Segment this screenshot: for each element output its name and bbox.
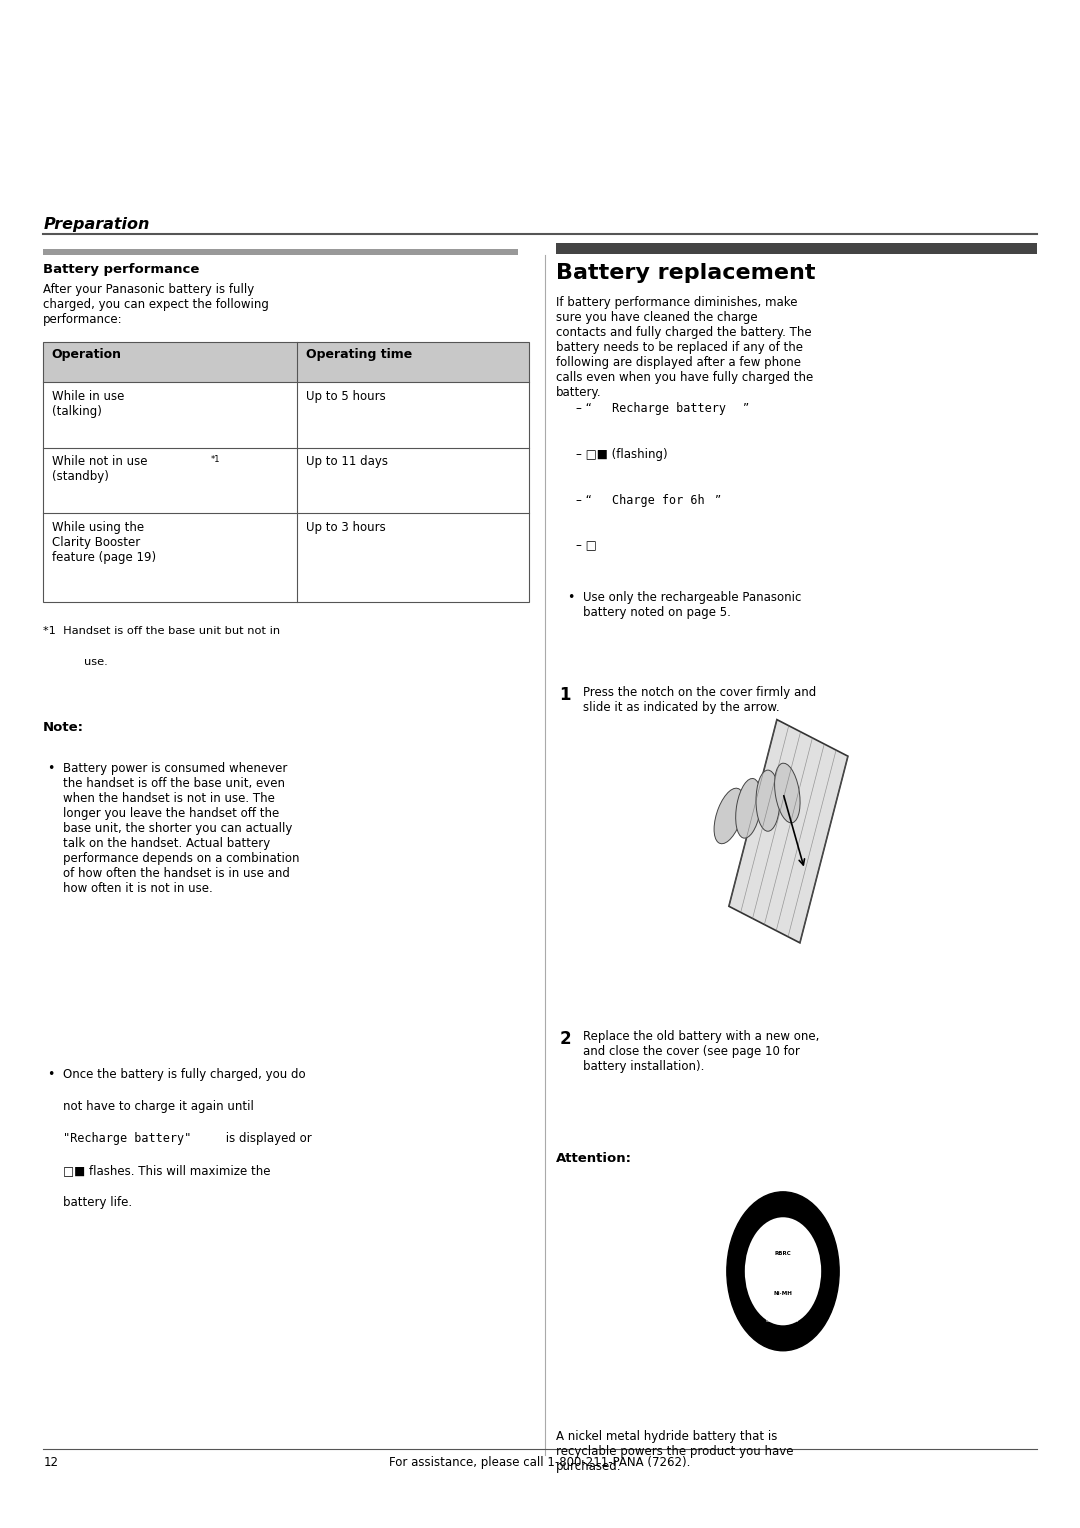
Text: After your Panasonic battery is fully
charged, you can expect the following
perf: After your Panasonic battery is fully ch… <box>43 283 269 325</box>
Bar <box>556 243 1037 254</box>
Text: RBRC: RBRC <box>774 1251 792 1256</box>
Text: 12: 12 <box>43 1456 58 1470</box>
Text: Recharge battery: Recharge battery <box>612 402 727 416</box>
Bar <box>43 249 518 255</box>
Bar <box>43 342 529 602</box>
Text: Attention:: Attention: <box>556 1152 632 1166</box>
Text: Battery replacement: Battery replacement <box>556 263 815 283</box>
Text: ”: ” <box>743 402 750 416</box>
Text: 1: 1 <box>559 686 571 704</box>
Text: Up to 3 hours: Up to 3 hours <box>306 521 386 535</box>
Text: Battery power is consumed whenever
the handset is off the base unit, even
when t: Battery power is consumed whenever the h… <box>63 762 299 895</box>
Text: battery life.: battery life. <box>63 1196 132 1210</box>
Bar <box>43 342 529 382</box>
Text: Ni·MH: Ni·MH <box>773 1291 793 1296</box>
Text: Once the battery is fully charged, you do: Once the battery is fully charged, you d… <box>63 1068 306 1082</box>
Text: •: • <box>567 591 575 605</box>
Text: Press the notch on the cover firmly and
slide it as indicated by the arrow.: Press the notch on the cover firmly and … <box>583 686 816 714</box>
Text: "Recharge battery": "Recharge battery" <box>63 1132 191 1146</box>
Text: is displayed or: is displayed or <box>222 1132 312 1146</box>
Text: Battery performance: Battery performance <box>43 263 200 277</box>
Text: □■ flashes. This will maximize the: □■ flashes. This will maximize the <box>63 1164 270 1178</box>
Text: – “: – “ <box>576 402 592 416</box>
Ellipse shape <box>714 788 744 843</box>
Circle shape <box>745 1218 821 1325</box>
Text: RECYCLE: RECYCLE <box>768 1227 798 1233</box>
Text: While using the
Clarity Booster
feature (page 19): While using the Clarity Booster feature … <box>52 521 156 564</box>
Text: While not in use
(standby): While not in use (standby) <box>52 455 147 483</box>
Text: Preparation: Preparation <box>43 217 149 232</box>
Text: For assistance, please call 1-800-211-PANA (7262).: For assistance, please call 1-800-211-PA… <box>389 1456 691 1470</box>
Text: Use only the rechargeable Panasonic
battery noted on page 5.: Use only the rechargeable Panasonic batt… <box>583 591 801 619</box>
Text: Operation: Operation <box>52 348 122 362</box>
Text: use.: use. <box>84 657 108 668</box>
Text: 800.822.8837: 800.822.8837 <box>766 1319 800 1323</box>
Text: – “: – “ <box>576 494 592 507</box>
Text: •: • <box>48 762 55 776</box>
Ellipse shape <box>774 762 800 824</box>
Text: Note:: Note: <box>43 721 84 735</box>
Text: Charge for 6h: Charge for 6h <box>612 494 705 507</box>
Ellipse shape <box>756 770 780 831</box>
Text: Up to 11 days: Up to 11 days <box>306 455 388 469</box>
Polygon shape <box>729 720 848 943</box>
Text: not have to charge it again until: not have to charge it again until <box>63 1100 254 1114</box>
Text: ”: ” <box>715 494 721 507</box>
Text: If battery performance diminishes, make
sure you have cleaned the charge
contact: If battery performance diminishes, make … <box>556 296 813 399</box>
Text: – □■ (flashing): – □■ (flashing) <box>576 448 667 461</box>
Text: •: • <box>48 1068 55 1082</box>
Ellipse shape <box>735 778 761 839</box>
Text: *1  Handset is off the base unit but not in: *1 Handset is off the base unit but not … <box>43 626 281 637</box>
Text: – □: – □ <box>576 539 596 553</box>
Circle shape <box>727 1192 839 1351</box>
Text: *1: *1 <box>211 455 220 465</box>
Text: Up to 5 hours: Up to 5 hours <box>306 390 386 403</box>
Text: Operating time: Operating time <box>306 348 411 362</box>
Text: 2: 2 <box>559 1030 571 1048</box>
Text: A nickel metal hydride battery that is
recyclable powers the product you have
pu: A nickel metal hydride battery that is r… <box>556 1430 794 1473</box>
Text: Replace the old battery with a new one,
and close the cover (see page 10 for
bat: Replace the old battery with a new one, … <box>583 1030 820 1073</box>
Text: While in use
(talking): While in use (talking) <box>52 390 124 417</box>
